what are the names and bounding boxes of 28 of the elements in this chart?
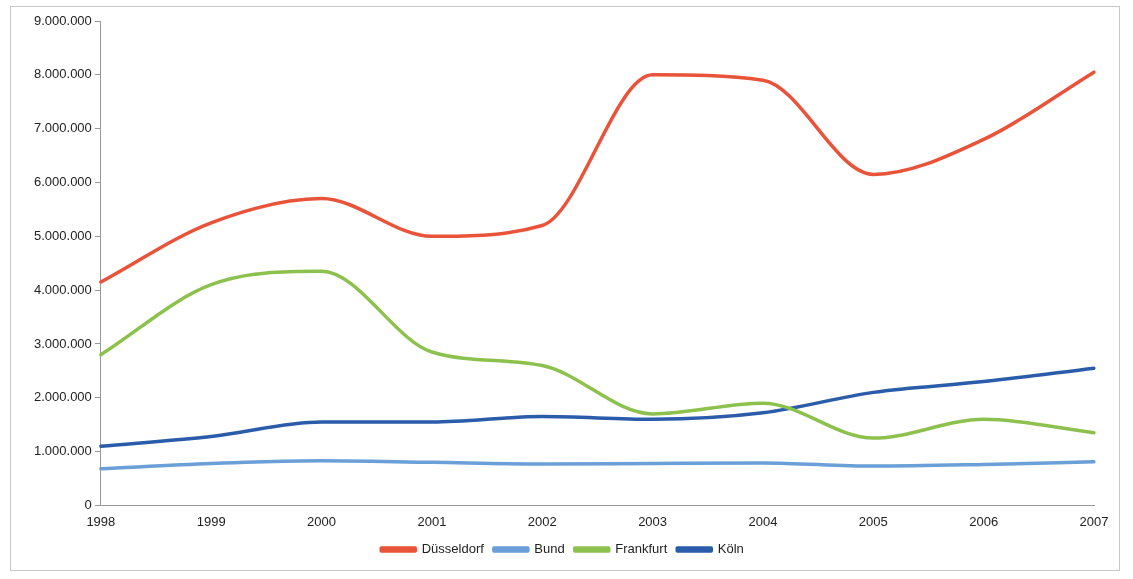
legend-label: Frankfurt: [615, 541, 668, 557]
line-series: [99, 269, 1096, 440]
y-tick-label: 2.000.000: [33, 389, 92, 405]
legend-label: Köln: [717, 541, 744, 557]
x-tick-label: 2002: [527, 513, 557, 529]
x-tick-label: 2007: [1079, 513, 1109, 529]
y-tick-label: 9.000.000: [33, 12, 92, 28]
y-tick-label: 6.000.000: [33, 174, 92, 190]
x-tick-label: 2004: [748, 513, 778, 529]
y-tick-label: 3.000.000: [33, 335, 92, 351]
x-tick-label: 2006: [969, 513, 999, 529]
y-tick-label: 4.000.000: [33, 281, 92, 297]
x-tick-label: 2005: [858, 513, 888, 529]
y-tick-label: 8.000.000: [33, 66, 92, 82]
y-tick-label: 7.000.000: [33, 120, 92, 136]
x-tick-label: 2003: [638, 513, 668, 529]
line-series: [99, 458, 1096, 471]
legend-label: Düsseldorf: [421, 541, 485, 557]
x-tick-label: 2000: [307, 513, 336, 529]
x-tick-label: 1998: [86, 513, 116, 529]
legend-label: Bund: [534, 541, 565, 557]
line-series: [99, 366, 1096, 448]
line-series: [99, 70, 1096, 284]
y-tick-label: 5.000.000: [33, 227, 92, 243]
y-tick-label: 1.000.000: [33, 443, 92, 459]
y-tick-label: 0: [84, 496, 92, 512]
x-tick-label: 1999: [196, 513, 226, 529]
x-tick-label: 2001: [417, 513, 447, 529]
